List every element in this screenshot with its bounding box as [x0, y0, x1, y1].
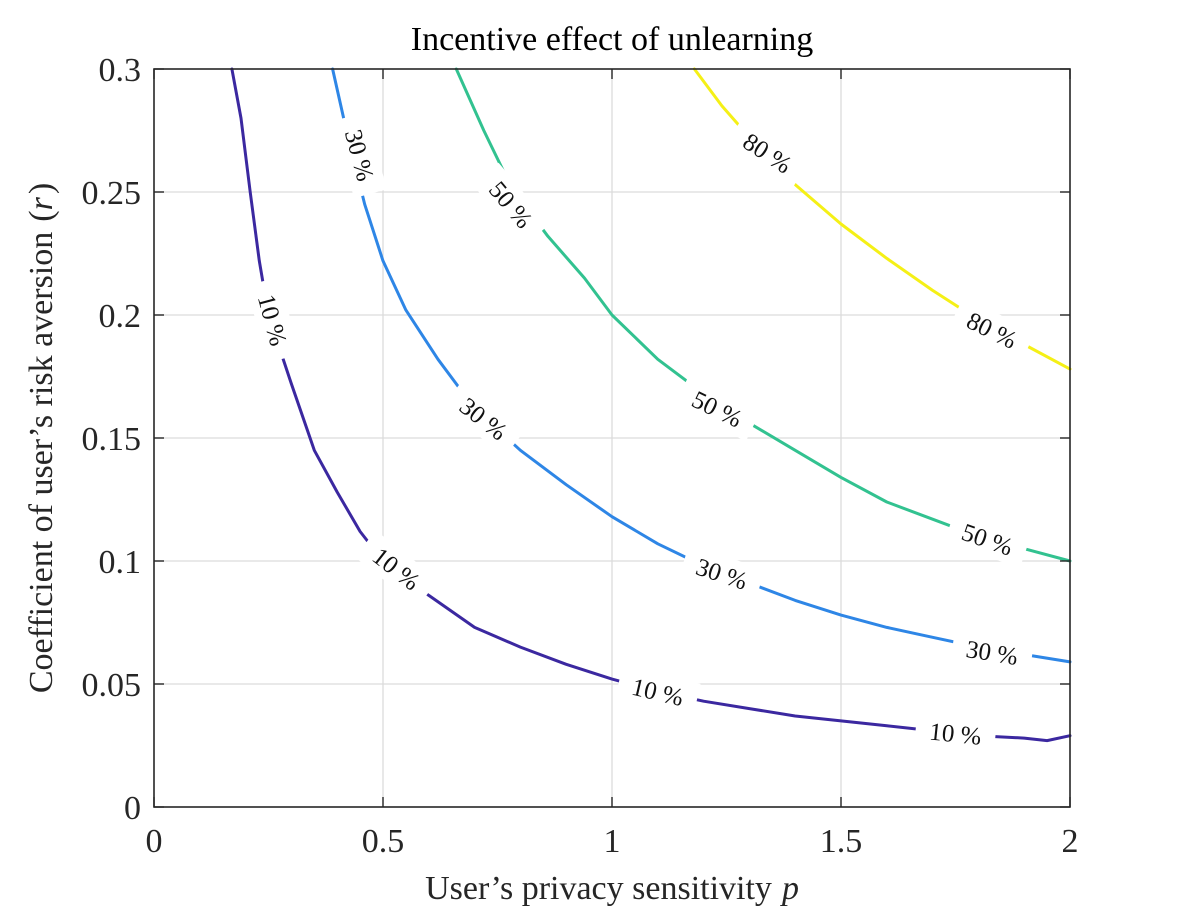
y-axis-paren-close: )	[23, 183, 60, 194]
contour-label-gap	[354, 530, 439, 607]
axis-ticks: 0 0.5 1 1.5 2 0 0.05 0.1 0.15 0.2 0.25 0.3	[82, 52, 1079, 860]
contour-label: 10 %	[928, 719, 983, 751]
contour-label-gap	[678, 544, 766, 602]
y-tick-label: 0	[124, 790, 141, 827]
contour-label-gap	[673, 375, 761, 442]
contour-label-gap	[949, 628, 1035, 676]
y-tick-label: 0.1	[99, 544, 142, 581]
contour-label-gap	[472, 162, 550, 246]
contour-label-gap	[615, 665, 701, 717]
contour-label-gap	[441, 380, 526, 457]
y-tick-label: 0.05	[82, 667, 142, 704]
x-tick-label: 1.5	[820, 823, 863, 860]
y-tick-label: 0.25	[82, 175, 142, 212]
x-axis-title-text: User’s privacy sensitivity	[425, 870, 772, 907]
contour-label-gap	[948, 296, 1036, 363]
y-axis-title: Coefficient of user’s risk aversion (r)	[23, 183, 60, 693]
y-axis-variable: r	[23, 196, 60, 210]
y-tick-label: 0.15	[82, 421, 142, 458]
x-tick-label: 1	[604, 823, 621, 860]
chart-title: Incentive effect of unlearning	[411, 21, 813, 58]
contour-line	[331, 67, 1072, 664]
contour-label-gap	[944, 509, 1031, 568]
y-tick-label: 0.3	[99, 52, 142, 89]
contour-label-gap	[333, 112, 387, 199]
y-axis-paren-open: (	[23, 210, 60, 221]
x-tick-label: 0	[146, 823, 163, 860]
contour-label-gap	[246, 276, 300, 363]
x-axis-variable: p	[780, 870, 799, 907]
contour-labels: 10 %10 %10 %10 %30 %30 %30 %30 %50 %50 %…	[246, 112, 1036, 755]
contour-label-gap	[724, 116, 811, 189]
y-tick-label: 0.2	[99, 298, 142, 335]
x-tick-label: 2	[1062, 823, 1079, 860]
y-axis-title-text: Coefficient of user’s risk aversion	[23, 232, 60, 693]
contour-label-gap	[913, 712, 998, 755]
x-axis-title: User’s privacy sensitivity p	[425, 870, 799, 907]
x-tick-label: 0.5	[362, 823, 405, 860]
